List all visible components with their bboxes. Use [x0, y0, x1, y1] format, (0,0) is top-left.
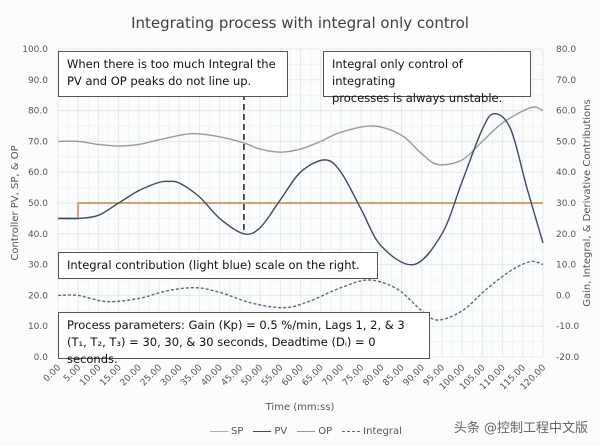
legend-label: OP [318, 426, 333, 437]
y-tick-label: 30.0 [28, 261, 48, 271]
y2-tick-label: 10.0 [556, 261, 576, 271]
y-tick-label: 70.0 [28, 137, 48, 147]
annotation-text: PV and OP peaks do not line up. [67, 74, 252, 88]
annotation-box-peaks: When there is too much Integral the PV a… [58, 51, 288, 97]
annotation-text: Process parameters: Gain (Kp) = 0.5 %/mi… [67, 318, 405, 332]
watermark: 头条 @控制工程中文版 [453, 421, 588, 436]
legend-label: Integral [363, 426, 402, 437]
legend-swatch-integral [342, 431, 361, 432]
annotation-box-unstable: Integral only control of integrating pro… [323, 51, 531, 105]
y2-tick-label: 40.0 [556, 168, 576, 178]
legend-swatch-op [297, 431, 316, 432]
y-tick-label: 100.0 [22, 45, 48, 55]
annotation-text: Integral contribution (light blue) scale… [67, 258, 360, 272]
legend-label: PV [274, 426, 288, 437]
legend-item-integral: Integral [342, 426, 402, 437]
chart-legend: SP PV OP Integral [210, 426, 402, 437]
y-tick-label: 10.0 [28, 322, 48, 332]
y2-tick-label: -20.0 [556, 353, 580, 363]
annotation-text: Integral only control of integrating [332, 57, 463, 88]
annotation-box-process-parameters: Process parameters: Gain (Kp) = 0.5 %/mi… [58, 312, 430, 366]
y2-tick-label: 30.0 [556, 199, 576, 209]
y2-tick-label: 70.0 [556, 76, 576, 86]
y2-tick-label: 60.0 [556, 107, 576, 117]
series-line-pv [57, 112, 544, 266]
y-tick-label: 40.0 [28, 230, 48, 240]
annotation-box-integral-scale: Integral contribution (light blue) scale… [58, 252, 378, 279]
legend-item-op: OP [297, 426, 332, 437]
y-tick-label: 20.0 [28, 291, 48, 301]
annotation-text: (T₁, T₂, T₃) = 30, 30, & 30 seconds, Dea… [67, 335, 376, 366]
x-axis-title: Time (mm:ss) [265, 402, 335, 413]
legend-item-pv: PV [253, 426, 287, 437]
chart-title: Integrating process with integral only c… [131, 14, 469, 32]
y-tick-label: 90.0 [28, 76, 48, 86]
legend-swatch-pv [253, 431, 272, 432]
legend-swatch-sp [210, 431, 228, 432]
y2-tick-label: 80.0 [556, 45, 576, 55]
legend-label: SP [231, 426, 244, 437]
y-tick-label: 0.0 [34, 353, 49, 363]
series-line-op [57, 106, 544, 166]
y2-tick-label: 0.0 [556, 291, 571, 301]
y2-tick-label: 20.0 [556, 230, 576, 240]
y2-axis-title: Gain, Integral, & Derivative Contributio… [582, 99, 593, 306]
y-tick-label: 60.0 [28, 168, 48, 178]
x-tick-label: 0.00 [42, 363, 63, 384]
annotation-text: When there is too much Integral the [67, 57, 276, 71]
y-axis-title: Controller PV, SP, & OP [10, 145, 21, 260]
y-tick-label: 80.0 [28, 107, 48, 117]
y-tick-label: 50.0 [28, 199, 48, 209]
legend-item-sp: SP [210, 426, 243, 437]
y2-tick-label: 50.0 [556, 137, 576, 147]
y2-tick-label: -10.0 [556, 322, 580, 332]
annotation-text: processes is always unstable. [332, 91, 503, 105]
